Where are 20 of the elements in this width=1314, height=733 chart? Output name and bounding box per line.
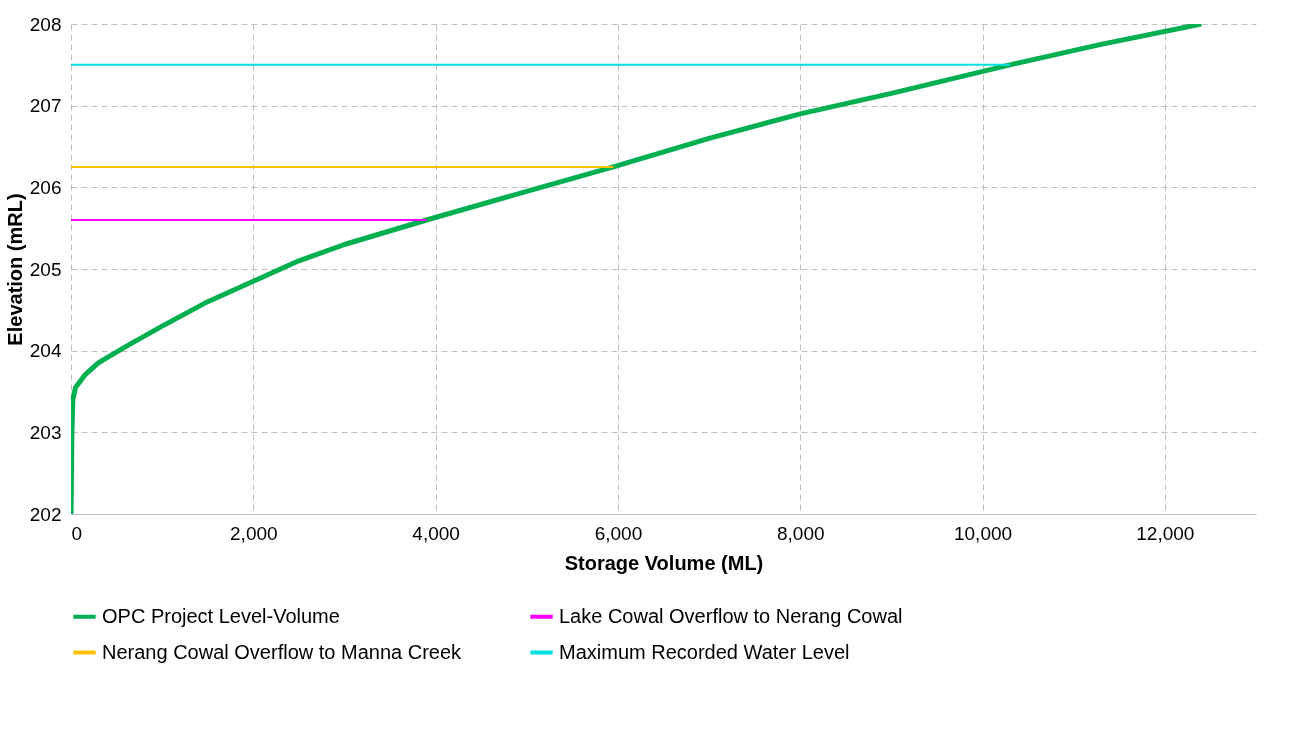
x-tick-label: 12,000 <box>1136 522 1195 544</box>
y-tick-label: 206 <box>29 176 62 198</box>
y-tick-label: 202 <box>29 503 62 525</box>
x-axis-title: Storage Volume (ML) <box>564 551 764 574</box>
legend-label: Maximum Recorded Water Level <box>559 640 850 663</box>
y-tick-label: 208 <box>29 13 62 35</box>
y-tick-label: 207 <box>29 95 62 117</box>
y-axis-title: Elevation (mRL) <box>3 193 26 346</box>
legend-label: Nerang Cowal Overflow to Manna Creek <box>102 640 463 663</box>
legend-label: OPC Project Level-Volume <box>102 604 340 627</box>
x-tick-label: 6,000 <box>594 522 643 544</box>
x-tick-label: 8,000 <box>776 522 825 544</box>
x-tick-label: 2,000 <box>230 522 278 544</box>
y-tick-label: 205 <box>29 258 62 280</box>
legend-label: Lake Cowal Overflow to Nerang Cowal <box>559 604 903 627</box>
x-tick-label: 4,000 <box>412 522 460 544</box>
x-tick-label: 10,000 <box>953 522 1013 544</box>
y-tick-label: 204 <box>29 340 62 362</box>
x-tick-label: 0 <box>71 522 83 544</box>
y-tick-label: 203 <box>29 421 62 443</box>
